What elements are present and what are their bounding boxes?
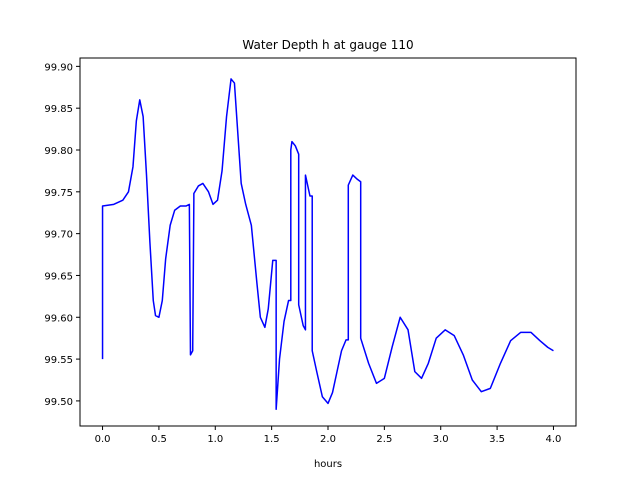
y-tick-label: 99.50 <box>44 397 73 408</box>
x-tick-label: 2.5 <box>376 434 392 445</box>
x-tick-label: 1.0 <box>207 434 223 445</box>
x-tick-label: 0.0 <box>95 434 111 445</box>
x-tick-label: 3.5 <box>489 434 505 445</box>
y-tick-label: 99.80 <box>44 146 73 157</box>
plot-frame <box>79 57 577 427</box>
y-tick-label: 99.85 <box>44 104 73 115</box>
x-tick-label: 3.0 <box>433 434 449 445</box>
series-line-water-depth <box>101 78 554 411</box>
y-tick-label: 99.55 <box>44 355 73 366</box>
x-tick-label: 0.5 <box>151 434 167 445</box>
y-axis: 99.50 99.55 99.60 99.65 99.70 99.75 99.80 99.85… <box>44 62 80 408</box>
x-tick-label: 2.0 <box>320 434 336 445</box>
y-tick-label: 99.75 <box>44 188 73 199</box>
y-tick-label: 99.65 <box>44 271 73 282</box>
x-tick-label: 1.5 <box>264 434 280 445</box>
y-tick-label: 99.70 <box>44 230 73 241</box>
plot-area <box>80 58 576 426</box>
x-axis-label: hours <box>314 459 342 470</box>
y-tick-label: 99.60 <box>44 313 73 324</box>
x-axis: 0.0 0.5 1.0 1.5 2.0 2.5 3.0 3.5 4.0 <box>95 426 562 445</box>
x-tick-label: 4.0 <box>546 434 562 445</box>
chart-title: Water Depth h at gauge 110 <box>242 38 413 52</box>
series-layer <box>101 78 554 411</box>
y-tick-label: 99.90 <box>44 62 73 73</box>
